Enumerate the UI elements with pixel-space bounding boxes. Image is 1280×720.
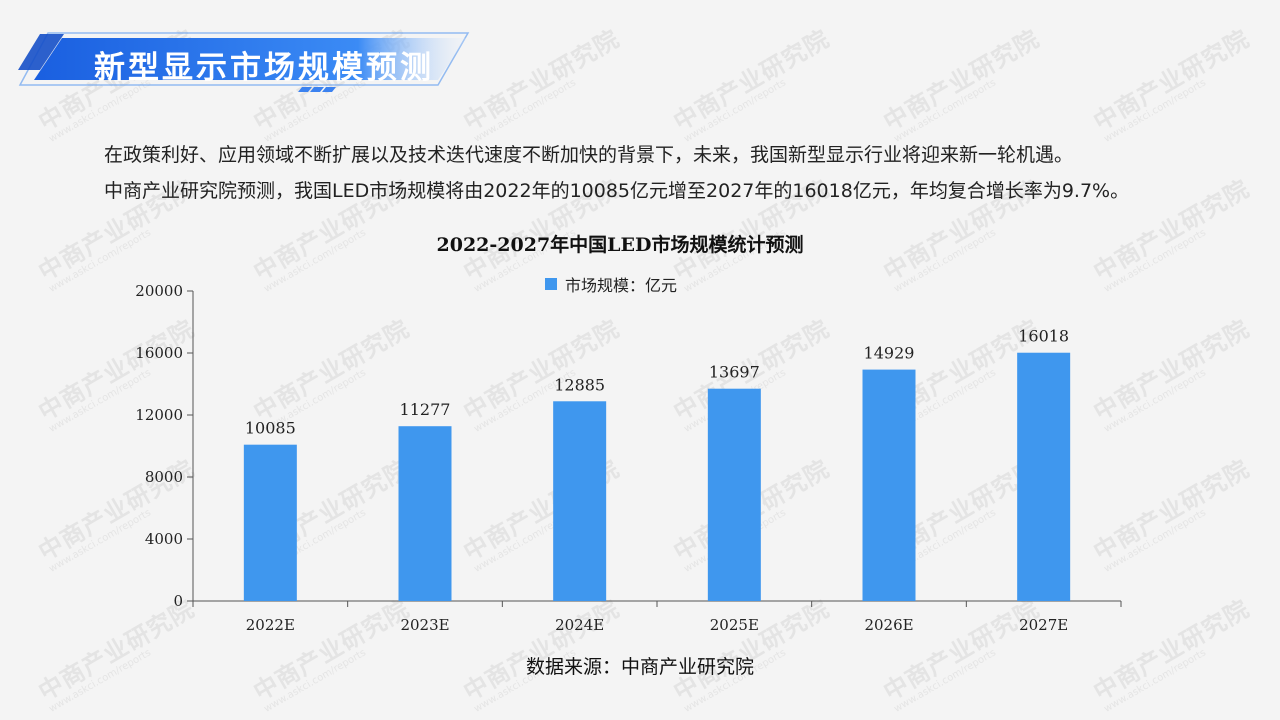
bar xyxy=(553,401,607,601)
bar xyxy=(707,388,761,601)
x-tick-label: 2023E xyxy=(400,616,449,634)
x-tick-label: 2025E xyxy=(710,616,759,634)
page-title: 新型显示市场规模预测 xyxy=(94,50,434,86)
data-label: 11277 xyxy=(400,400,451,419)
bar xyxy=(243,444,297,601)
data-label: 12885 xyxy=(554,375,605,394)
y-tick-label: 0 xyxy=(173,592,183,610)
y-tick-label: 12000 xyxy=(135,406,183,424)
x-tick-label: 2024E xyxy=(555,616,604,634)
x-tick-label: 2022E xyxy=(246,616,295,634)
data-label: 10085 xyxy=(245,419,296,438)
legend-swatch xyxy=(545,278,557,290)
banner-shape xyxy=(18,32,470,92)
bar xyxy=(862,369,916,601)
intro-line-2: 中商产业研究院预测，我国LED市场规模将由2022年的10085亿元增至2027… xyxy=(104,180,1130,202)
bar xyxy=(398,426,452,601)
data-label: 14929 xyxy=(864,344,915,363)
bar xyxy=(1017,352,1071,601)
data-label: 13697 xyxy=(709,363,760,382)
header-banner: 新型显示市场规模预测 xyxy=(18,30,478,96)
source-note: 数据来源：中商产业研究院 xyxy=(525,656,754,678)
x-tick-label: 2026E xyxy=(864,616,913,634)
legend-label: 市场规模：亿元 xyxy=(565,276,678,295)
chart-title: 2022-2027年中国LED市场规模统计预测 xyxy=(436,234,804,256)
intro-paragraph: 在政策利好、应用领域不断扩展以及技术迭代速度不断加快的背景下，未来，我国新型显示… xyxy=(104,137,1204,209)
x-tick-label: 2027E xyxy=(1019,616,1068,634)
y-tick-label: 16000 xyxy=(135,344,183,362)
y-tick-label: 8000 xyxy=(145,468,183,486)
data-label: 16018 xyxy=(1018,327,1069,346)
y-tick-label: 4000 xyxy=(145,530,183,548)
intro-line-1: 在政策利好、应用领域不断扩展以及技术迭代速度不断加快的背景下，未来，我国新型显示… xyxy=(104,144,1074,166)
y-tick-label: 20000 xyxy=(135,282,183,300)
chart-legend: 市场规模：亿元 xyxy=(545,272,677,296)
